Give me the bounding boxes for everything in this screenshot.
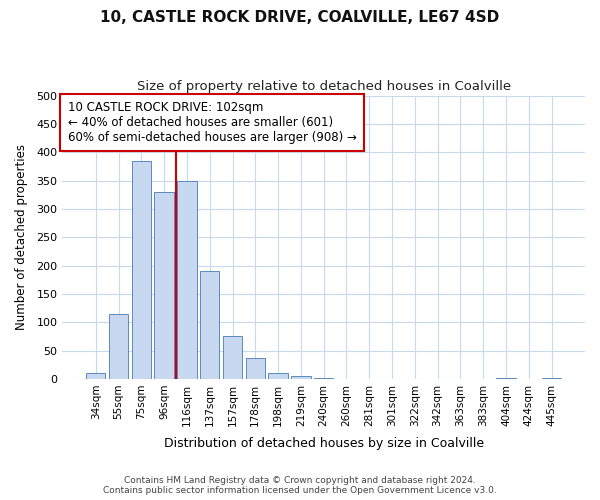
Bar xyxy=(291,376,311,379)
Bar xyxy=(245,358,265,379)
Bar xyxy=(154,192,174,379)
Bar xyxy=(542,378,561,379)
Text: Contains HM Land Registry data © Crown copyright and database right 2024.
Contai: Contains HM Land Registry data © Crown c… xyxy=(103,476,497,495)
Bar xyxy=(200,271,220,379)
Y-axis label: Number of detached properties: Number of detached properties xyxy=(15,144,28,330)
Bar xyxy=(223,336,242,379)
Bar xyxy=(496,378,515,379)
Text: 10, CASTLE ROCK DRIVE, COALVILLE, LE67 4SD: 10, CASTLE ROCK DRIVE, COALVILLE, LE67 4… xyxy=(100,10,500,25)
Bar xyxy=(131,160,151,379)
Text: 10 CASTLE ROCK DRIVE: 102sqm
← 40% of detached houses are smaller (601)
60% of s: 10 CASTLE ROCK DRIVE: 102sqm ← 40% of de… xyxy=(68,101,356,144)
Bar xyxy=(268,373,288,379)
Bar xyxy=(86,373,106,379)
X-axis label: Distribution of detached houses by size in Coalville: Distribution of detached houses by size … xyxy=(164,437,484,450)
Title: Size of property relative to detached houses in Coalville: Size of property relative to detached ho… xyxy=(137,80,511,93)
Bar xyxy=(314,378,334,379)
Bar xyxy=(109,314,128,379)
Bar xyxy=(177,180,197,379)
